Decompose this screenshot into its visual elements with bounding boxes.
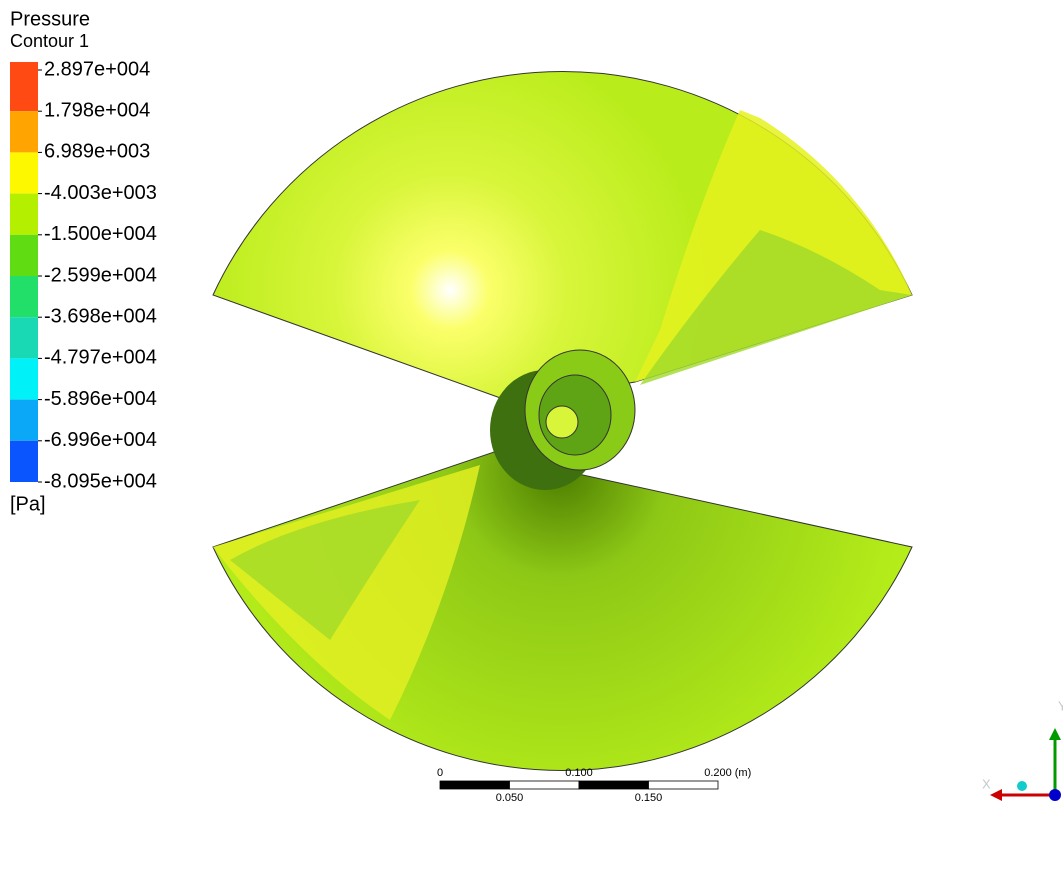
legend-band xyxy=(10,276,38,318)
y-axis-label: Y xyxy=(1058,698,1063,713)
legend-label: 6.989e+003 xyxy=(44,141,150,163)
hub xyxy=(490,349,636,490)
legend-band xyxy=(10,193,38,235)
legend-band xyxy=(10,152,38,194)
legend-band xyxy=(10,317,38,359)
legend-band xyxy=(10,399,38,441)
upper-region xyxy=(640,230,912,385)
scale-bar: 0 0.100 0.200 (m) 0.050 0.150 xyxy=(437,767,751,804)
lower-region xyxy=(230,500,420,640)
legend-unit: [Pa] xyxy=(10,493,46,515)
legend-band xyxy=(10,62,38,112)
legend-label: 2.897e+004 xyxy=(44,58,150,80)
scale-label: 0.100 xyxy=(565,767,593,779)
legend: 2.897e+004 1.798e+004 6.989e+003 -4.003e+00… xyxy=(10,58,157,492)
legend-label: -8.095e+004 xyxy=(44,470,157,492)
legend-label: -6.996e+004 xyxy=(44,429,157,451)
scale-label: (m) xyxy=(735,767,752,779)
legend-label: -5.896e+004 xyxy=(44,388,157,410)
scale-label: 0 xyxy=(437,767,443,779)
legend-band xyxy=(10,111,38,153)
axis-triad: X Y xyxy=(982,698,1063,801)
legend-label: -2.599e+004 xyxy=(44,264,157,286)
contour-view xyxy=(212,70,913,772)
x-axis-label: X xyxy=(982,776,991,791)
legend-title: Pressure xyxy=(10,8,90,30)
scale-segment xyxy=(439,780,510,790)
legend-label: -4.797e+004 xyxy=(44,347,157,369)
legend-label: 1.798e+004 xyxy=(44,99,150,121)
legend-label: -4.003e+003 xyxy=(44,182,157,204)
scale-label: 0.200 xyxy=(704,767,732,779)
legend-subtitle: Contour 1 xyxy=(10,31,89,51)
scale-segment xyxy=(578,780,649,790)
scale-label: 0.050 xyxy=(496,792,524,804)
scale-segment xyxy=(648,780,719,790)
legend-band xyxy=(10,234,38,276)
scale-segment xyxy=(509,780,580,790)
legend-label: -3.698e+004 xyxy=(44,305,157,327)
legend-band xyxy=(10,358,38,400)
legend-band xyxy=(10,440,38,482)
legend-label: -1.500e+004 xyxy=(44,223,157,245)
scale-label: 0.150 xyxy=(635,792,663,804)
